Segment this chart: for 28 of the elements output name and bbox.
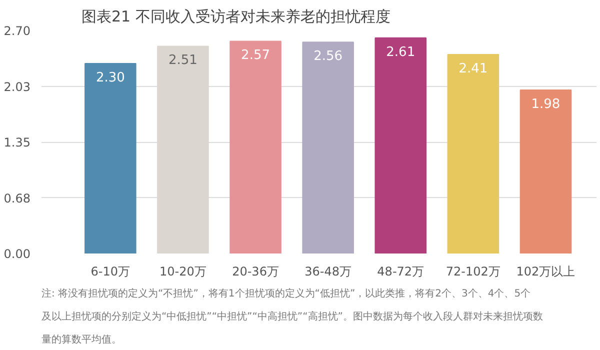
x-tick-label: 72-102万 [446,264,500,278]
data-label: 2.57 [241,48,270,64]
y-tick-label: 2.70 [4,24,30,38]
bar [374,37,427,254]
y-tick-label: 1.35 [4,136,30,150]
data-label: 2.61 [386,44,416,60]
y-tick-label: 0.68 [4,191,30,206]
y-tick-label: 0.00 [4,247,30,261]
bar [520,89,572,254]
data-label: 2.56 [314,49,343,64]
bar [302,42,354,254]
x-tick-label: 48-72万 [377,264,424,278]
x-tick-label: 10-20万 [160,264,206,278]
x-tick-label: 102万以上 [516,264,576,278]
y-tick-label: 2.03 [4,80,30,94]
data-label: 2.30 [96,70,125,86]
bar [157,46,209,254]
data-label: 2.41 [458,61,488,76]
bar [84,63,136,254]
bar [447,54,500,254]
x-tick-label: 6-10万 [90,264,130,278]
data-label: 2.51 [168,53,198,68]
chart-title: 图表21 不同收入受访者对未来养老的担忧程度 [82,8,390,26]
data-label: 1.98 [531,96,560,112]
bar [230,40,282,254]
x-tick-label: 36-48万 [304,264,352,278]
text: 注: 将没有担忧项的定义为“不担忧”，将有1个担忧项的定义为“低担忧”，以此类推，将有2个、3个、4个、5个及以上担忧项的分别定义为“中低担忧”“中担忧”“中高担忧”“高担忧”。图中数据为每个收入段人群对未来担忧项数量的算数平均值。 [42,288,543,346]
x-tick-label: 20-36万 [232,264,279,278]
